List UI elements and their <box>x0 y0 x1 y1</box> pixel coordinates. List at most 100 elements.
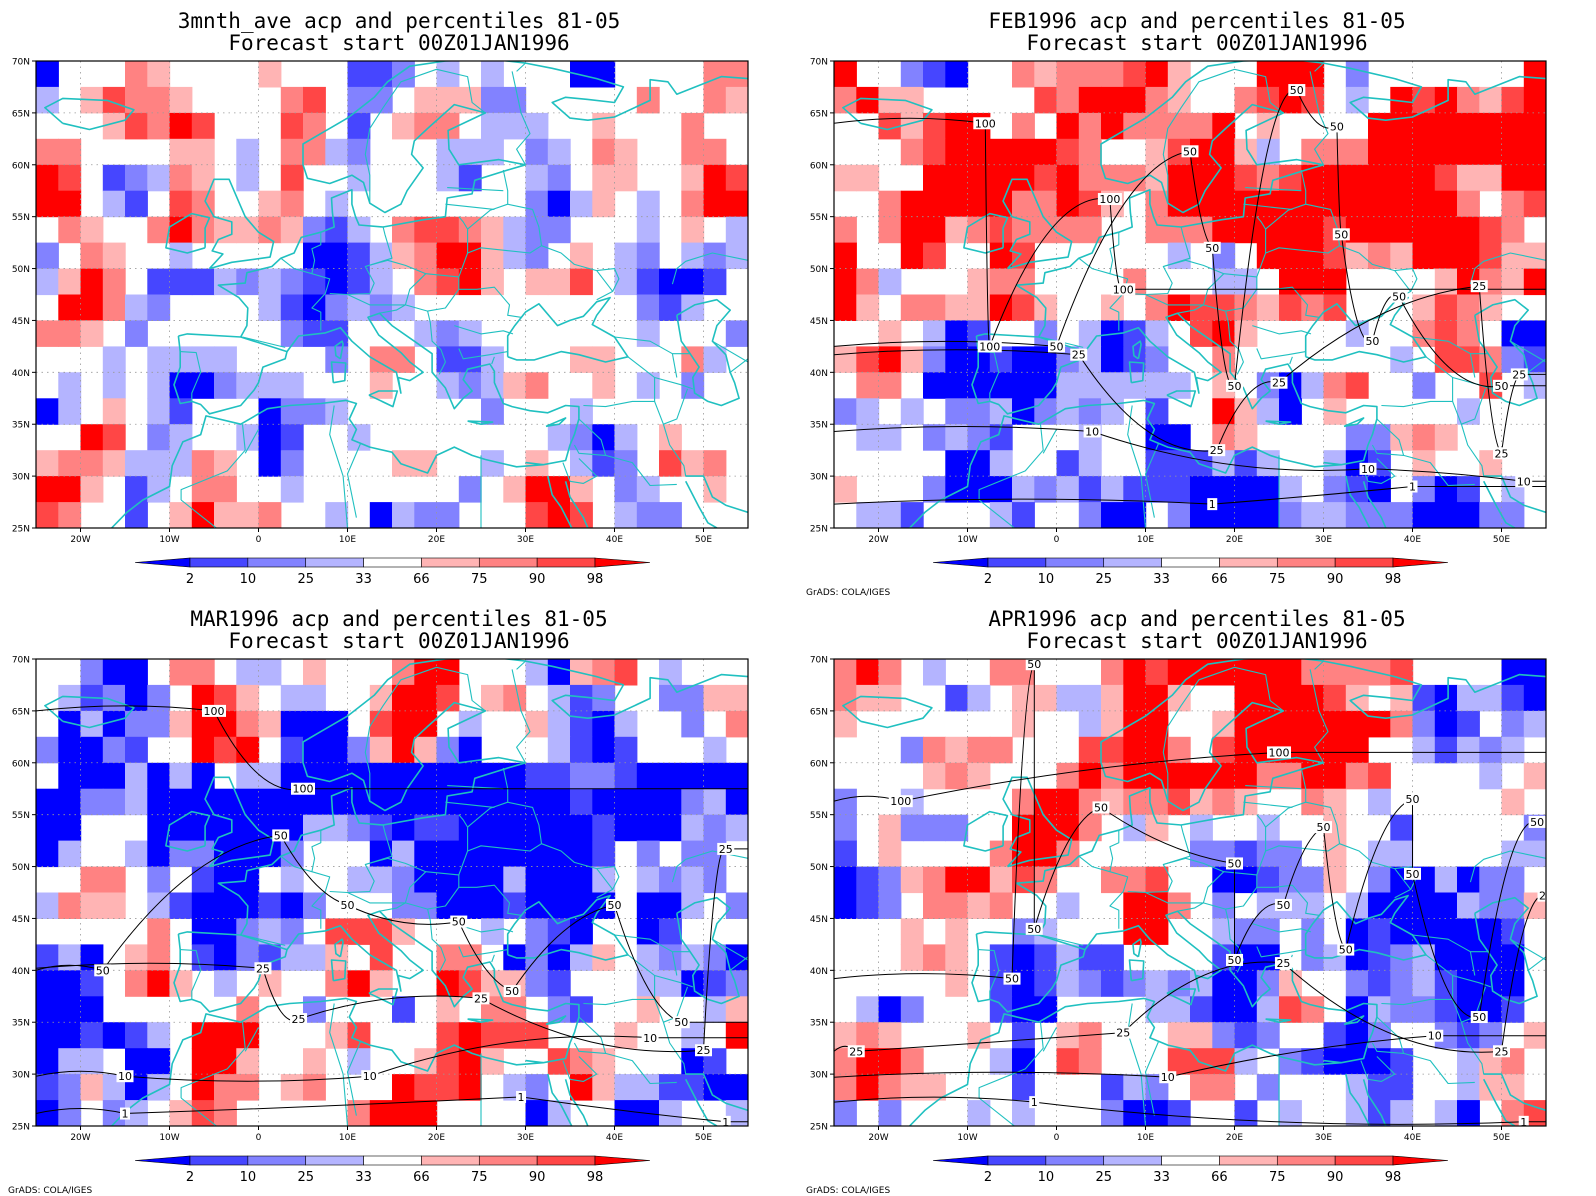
border-line <box>280 855 331 929</box>
shade-cell <box>681 190 705 218</box>
shade-cell <box>592 372 616 399</box>
shade-cell <box>347 814 371 842</box>
shade-cell <box>1256 138 1280 166</box>
shade-cell <box>481 1048 504 1075</box>
shade-cell <box>102 424 126 451</box>
shade-cell <box>1190 294 1213 321</box>
shade-cell <box>1190 190 1213 218</box>
shade-cell <box>258 61 282 88</box>
border-line <box>491 954 495 963</box>
shade-cell <box>1301 242 1325 270</box>
colorbar-segment <box>536 557 596 568</box>
shade-cell <box>1256 294 1280 321</box>
shade-cell <box>36 398 59 425</box>
shade-cell <box>1301 866 1325 894</box>
shade-cell <box>169 242 193 270</box>
border-line <box>329 405 349 528</box>
shade-cell <box>125 476 148 503</box>
coastline <box>1265 1018 1292 1023</box>
shade-cell <box>191 710 215 738</box>
border-line <box>454 923 514 933</box>
shade-cell <box>856 866 880 894</box>
shade-cell <box>1145 346 1169 373</box>
shade-cell <box>214 788 237 816</box>
shade-cell <box>834 684 857 712</box>
shade-cell <box>392 1074 415 1101</box>
shade-cell <box>547 970 571 997</box>
shade-cell <box>392 684 415 712</box>
shade-cell <box>1412 242 1436 270</box>
shade-cell <box>989 1048 1013 1075</box>
contour-label: 50 <box>1228 954 1242 967</box>
shade-cell <box>458 710 482 738</box>
shade-cell <box>1190 476 1213 503</box>
shade-cell <box>1145 138 1169 166</box>
shade-cell <box>280 424 304 451</box>
contour-label-bg <box>1404 867 1421 880</box>
shade-cell <box>900 918 924 945</box>
lat-label: 55N <box>810 811 828 821</box>
shade-cell <box>1256 476 1280 503</box>
shade-cell <box>1078 684 1102 712</box>
shade-cell <box>834 710 857 738</box>
lat-label: 50N <box>12 863 30 873</box>
shade-cell <box>325 788 349 816</box>
shade-cell <box>592 164 616 192</box>
contour-label: 50 <box>1406 868 1420 881</box>
shade-cell <box>1012 476 1035 503</box>
shade-cell <box>1012 190 1035 218</box>
lon-label: 50E <box>1493 535 1510 545</box>
coastline <box>111 997 544 1126</box>
shade-cell <box>80 736 104 764</box>
shade-cell <box>1034 684 1058 712</box>
shade-cell <box>1256 164 1280 192</box>
shade-cell <box>147 1048 171 1075</box>
coastline <box>684 1078 718 1126</box>
map-frame <box>833 658 1547 1127</box>
shade-cell <box>1434 242 1458 270</box>
shade-cell <box>1123 918 1147 945</box>
shade-cell <box>1301 268 1325 296</box>
contour-label: 1 <box>518 1091 525 1104</box>
shade-cell <box>125 659 148 686</box>
shade-cell <box>1056 450 1080 477</box>
shade-cell <box>503 840 527 868</box>
shade-cell <box>636 86 660 114</box>
shade-cell <box>614 242 638 270</box>
shade-cell <box>369 970 393 997</box>
colorbar-label: 90 <box>1327 1170 1344 1185</box>
shade-cell <box>1145 866 1169 894</box>
shade-cell <box>303 736 326 764</box>
shade-cell <box>191 450 215 477</box>
shade-cell <box>1145 61 1169 88</box>
shade-cell <box>1078 164 1102 192</box>
shade-cell <box>1101 762 1124 790</box>
shade-cell <box>436 268 460 296</box>
shade-cell <box>347 1022 371 1049</box>
shade-cell <box>458 970 482 997</box>
shade-cell <box>169 970 193 997</box>
shade-cell <box>1412 112 1436 140</box>
shade-cell <box>102 242 126 270</box>
shade-cell <box>525 1100 549 1126</box>
shade-cell <box>1012 502 1035 528</box>
lat-label: 40N <box>810 369 828 379</box>
shade-cell <box>1323 476 1347 503</box>
shade-cell <box>102 659 126 686</box>
contour-line <box>834 1096 1546 1125</box>
coastline <box>842 97 933 131</box>
border-line <box>458 946 508 958</box>
shade-cell <box>703 268 727 296</box>
shade-cell <box>58 710 82 738</box>
lon-label: 30E <box>1315 535 1332 545</box>
shade-cell <box>1412 372 1436 399</box>
shade-cell <box>989 190 1013 218</box>
shade-cell <box>1123 970 1147 997</box>
shade-cell <box>280 86 304 114</box>
lon-label: 40E <box>1404 1133 1421 1143</box>
shade-cell <box>681 762 705 790</box>
shade-cell <box>280 866 304 894</box>
shade-cell <box>80 710 104 738</box>
shade-cell <box>36 268 59 296</box>
panel-title-line1: MAR1996 acp and percentiles 81-05 <box>190 607 608 631</box>
